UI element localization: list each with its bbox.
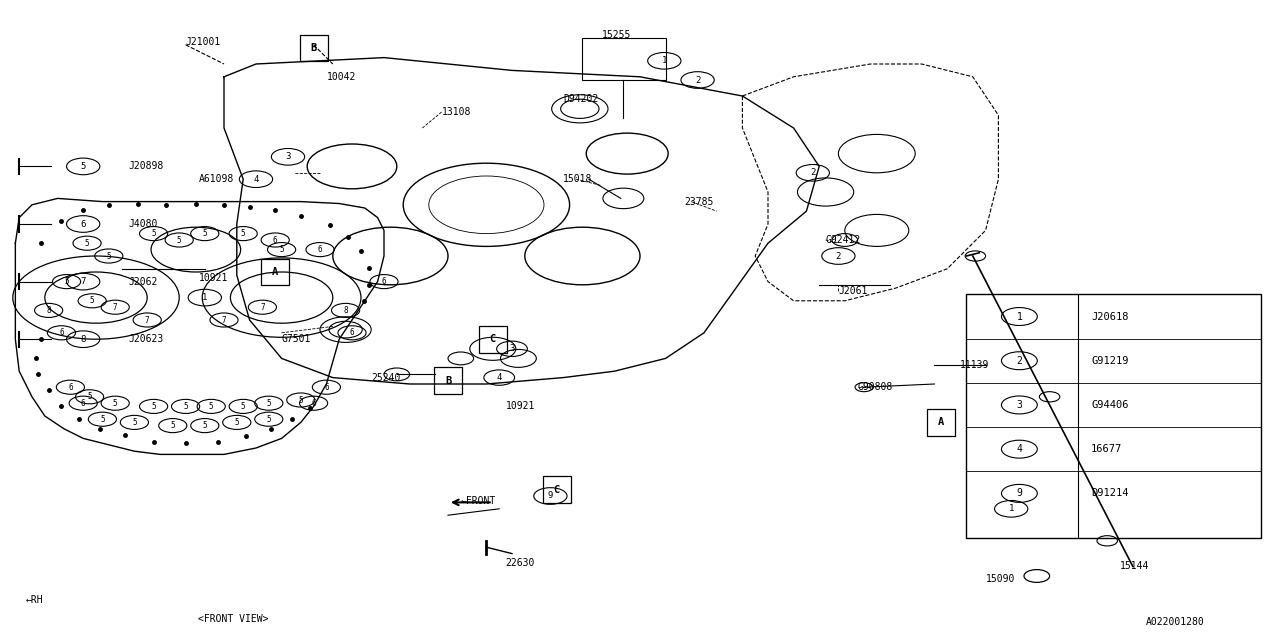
Text: C: C <box>554 484 559 495</box>
Text: 16677: 16677 <box>1091 444 1123 454</box>
Text: 5: 5 <box>151 229 156 238</box>
Text: 5: 5 <box>298 396 303 404</box>
Text: 3: 3 <box>1016 400 1023 410</box>
Text: 6: 6 <box>68 383 73 392</box>
Text: 11139: 11139 <box>960 360 989 370</box>
Text: C: C <box>490 334 495 344</box>
Text: 7: 7 <box>81 277 86 286</box>
Text: 13108: 13108 <box>442 107 471 117</box>
Text: 7: 7 <box>221 316 227 324</box>
Bar <box>582 38 666 80</box>
Text: 5: 5 <box>87 392 92 401</box>
Text: 22630: 22630 <box>506 558 535 568</box>
Text: 5: 5 <box>151 402 156 411</box>
Text: 5: 5 <box>84 239 90 248</box>
Text: 4: 4 <box>1016 444 1023 454</box>
Text: 1: 1 <box>202 293 207 302</box>
Text: 1: 1 <box>662 56 667 65</box>
Text: 5: 5 <box>90 296 95 305</box>
Text: 5: 5 <box>64 277 69 286</box>
Text: 6: 6 <box>81 220 86 228</box>
Text: 9: 9 <box>1016 488 1023 499</box>
Text: 5: 5 <box>100 415 105 424</box>
Text: 2: 2 <box>836 252 841 260</box>
Text: 6: 6 <box>317 245 323 254</box>
Text: 5: 5 <box>81 162 86 171</box>
Text: 5: 5 <box>234 418 239 427</box>
Text: 15018: 15018 <box>563 174 593 184</box>
Text: J2062: J2062 <box>128 276 157 287</box>
Text: 10042: 10042 <box>326 72 356 82</box>
Text: 15144: 15144 <box>1120 561 1149 572</box>
Text: B: B <box>445 376 451 386</box>
Text: D91214: D91214 <box>1091 488 1129 499</box>
Text: 3: 3 <box>509 344 515 353</box>
Text: <FRONT VIEW>: <FRONT VIEW> <box>198 614 269 624</box>
Text: 6: 6 <box>59 328 64 337</box>
Text: 5: 5 <box>106 252 111 260</box>
Text: 7: 7 <box>113 303 118 312</box>
Text: J20618: J20618 <box>1091 312 1129 321</box>
Text: 5: 5 <box>170 421 175 430</box>
Bar <box>966 294 1261 538</box>
Text: 10921: 10921 <box>506 401 535 412</box>
Text: 1: 1 <box>1009 504 1014 513</box>
Text: 23785: 23785 <box>685 196 714 207</box>
Text: A: A <box>938 417 943 428</box>
Text: 5: 5 <box>266 415 271 424</box>
Text: ←FRONT: ←FRONT <box>461 495 497 506</box>
Text: 7: 7 <box>260 303 265 312</box>
Text: J20623: J20623 <box>128 334 164 344</box>
Text: 5: 5 <box>266 399 271 408</box>
Text: 6: 6 <box>349 328 355 337</box>
Text: 10921: 10921 <box>198 273 228 284</box>
Text: G90808: G90808 <box>858 382 893 392</box>
Text: A022001280: A022001280 <box>1146 617 1204 627</box>
Text: 25240: 25240 <box>371 372 401 383</box>
Text: J4080: J4080 <box>128 219 157 229</box>
Text: 6: 6 <box>81 399 86 408</box>
Text: G7501: G7501 <box>282 334 311 344</box>
Text: A61098: A61098 <box>198 174 234 184</box>
Text: 15255: 15255 <box>602 30 631 40</box>
Text: 3: 3 <box>285 152 291 161</box>
Text: 6: 6 <box>324 383 329 392</box>
Text: 5: 5 <box>241 402 246 411</box>
Text: 2: 2 <box>695 76 700 84</box>
Text: 4: 4 <box>497 373 502 382</box>
Text: 2: 2 <box>1016 356 1023 365</box>
Text: A: A <box>273 267 278 277</box>
Text: 5: 5 <box>132 418 137 427</box>
Text: G94406: G94406 <box>1091 400 1129 410</box>
Text: J2061: J2061 <box>838 286 868 296</box>
Text: 8: 8 <box>81 335 86 344</box>
Text: 2: 2 <box>810 168 815 177</box>
Text: 6: 6 <box>311 399 316 408</box>
Text: ←RH: ←RH <box>26 595 44 605</box>
Text: 15090: 15090 <box>986 574 1015 584</box>
Text: 5: 5 <box>279 245 284 254</box>
Text: 7: 7 <box>145 316 150 324</box>
Text: 9: 9 <box>548 492 553 500</box>
Text: G92412: G92412 <box>826 235 861 245</box>
Text: 6: 6 <box>273 236 278 244</box>
Text: G91219: G91219 <box>1091 356 1129 365</box>
Text: 5: 5 <box>177 236 182 244</box>
Text: J21001: J21001 <box>186 36 221 47</box>
Text: 4: 4 <box>253 175 259 184</box>
Text: 5: 5 <box>209 402 214 411</box>
Text: J20898: J20898 <box>128 161 164 172</box>
Text: 8: 8 <box>46 306 51 315</box>
Text: 5: 5 <box>202 229 207 238</box>
Text: 5: 5 <box>113 399 118 408</box>
Text: B: B <box>311 43 316 53</box>
Text: 1: 1 <box>1016 312 1023 321</box>
Text: 6: 6 <box>381 277 387 286</box>
Text: 5: 5 <box>183 402 188 411</box>
Text: 8: 8 <box>343 306 348 315</box>
Text: D94202: D94202 <box>563 94 599 104</box>
Text: 5: 5 <box>202 421 207 430</box>
Text: 5: 5 <box>241 229 246 238</box>
